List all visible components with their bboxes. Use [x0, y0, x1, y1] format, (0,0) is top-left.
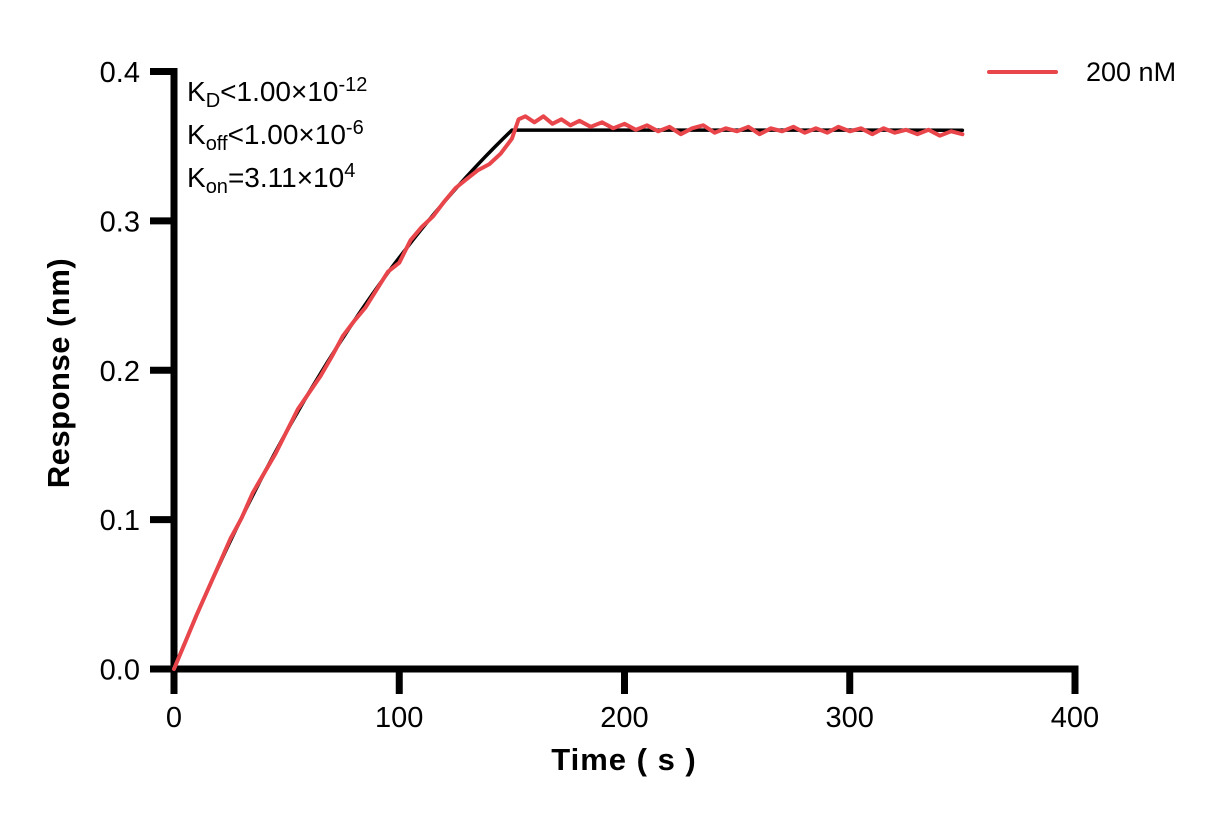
y-tick-label: 0.1 — [100, 505, 140, 537]
y-axis-title: Response (nm) — [41, 257, 76, 489]
y-tick-label: 0.0 — [100, 655, 140, 687]
kinetics-annotation-kon: Kon=3.11×104 — [187, 160, 356, 198]
x-axis-title: Time ( s ) — [551, 742, 697, 777]
kinetics-annotations: KD<1.00×10-12 Koff<1.00×10-6 Kon=3.11×10… — [187, 70, 367, 199]
data-curve-200nM — [172, 114, 965, 671]
kinetics-annotation-koff: Koff<1.00×10-6 — [187, 117, 364, 155]
kinetics-annotation-kd: KD<1.00×10-12 — [187, 74, 368, 112]
y-tick-label: 0.3 — [100, 206, 140, 238]
x-tick-label: 100 — [375, 702, 423, 734]
x-tick-label: 0 — [166, 702, 182, 734]
legend: 200 nM — [987, 56, 1176, 88]
y-tick-label: 0.2 — [100, 356, 140, 388]
x-tick-label: 400 — [1051, 702, 1099, 734]
legend-line-swatch — [987, 70, 1058, 74]
y-tick-label: 0.4 — [100, 57, 140, 89]
legend-label: 200 nM — [1086, 57, 1177, 87]
fit-curve — [172, 128, 965, 671]
x-tick-label: 300 — [826, 702, 874, 734]
x-tick-label: 200 — [600, 702, 648, 734]
